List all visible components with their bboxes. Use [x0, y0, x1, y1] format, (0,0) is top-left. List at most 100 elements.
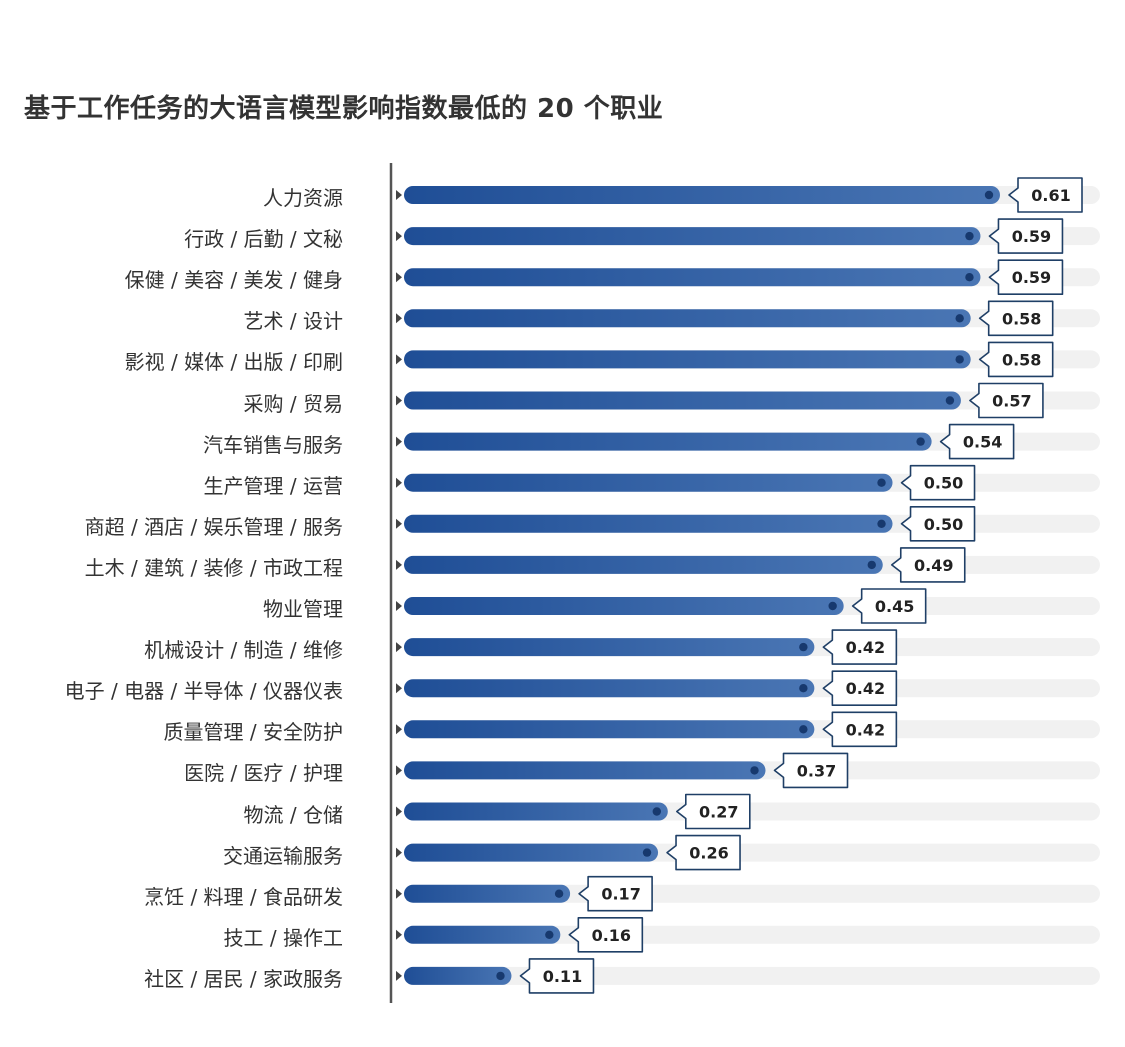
- value-label-box: [988, 259, 1064, 295]
- value-label-box: [822, 711, 898, 748]
- category-label: 医院 / 医疗 / 护理: [184, 761, 343, 786]
- category-label: 人力资源: [263, 186, 343, 210]
- category-label: 机械设计 / 制造 / 维修: [144, 638, 343, 663]
- data-bar: [404, 268, 981, 287]
- value-label-box: [939, 423, 1015, 460]
- value-label: 0.11: [543, 967, 582, 986]
- axis-tick-marker: [396, 518, 402, 529]
- value-label: 0.58: [1002, 309, 1041, 328]
- bar-end-dot: [652, 807, 662, 816]
- data-bar: [404, 350, 971, 369]
- value-label-box: [900, 506, 976, 542]
- value-label-box: [890, 547, 966, 583]
- value-label: 0.59: [1012, 268, 1051, 287]
- axis-tick-marker: [396, 888, 402, 899]
- bar-end-dot: [799, 725, 808, 734]
- value-label-box: [519, 958, 595, 994]
- category-label: 行政 / 后勤 / 文秘: [184, 227, 343, 252]
- bar-end-dot: [799, 642, 808, 652]
- bar-end-dot: [750, 766, 759, 775]
- bar-end-dot: [916, 437, 925, 446]
- category-label: 质量管理 / 安全防护: [163, 720, 343, 745]
- category-label: 汽车销售与服务: [203, 432, 343, 457]
- category-label: 物业管理: [263, 597, 343, 621]
- data-bar: [404, 309, 971, 328]
- value-label-box: [969, 382, 1044, 419]
- axis-tick-marker: [396, 559, 402, 570]
- value-label-box: [568, 917, 644, 953]
- value-label-box: [851, 588, 927, 624]
- value-label: 0.59: [1012, 227, 1051, 246]
- category-label: 影视 / 媒体 / 出版 / 印刷: [124, 350, 343, 375]
- axis-tick-marker: [396, 354, 402, 365]
- data-bar: [404, 884, 571, 903]
- value-label: 0.45: [875, 597, 914, 616]
- bar-end-dot: [877, 478, 886, 487]
- axis-tick-marker: [396, 190, 402, 200]
- data-bar: [404, 925, 561, 944]
- data-bar: [404, 555, 883, 574]
- bar-end-dot: [877, 519, 886, 528]
- data-bar: [404, 186, 1000, 204]
- category-label: 采购 / 贸易: [243, 391, 343, 416]
- data-bar: [404, 473, 893, 492]
- value-label-box: [900, 464, 976, 501]
- data-bar: [404, 679, 815, 698]
- value-label-box: [676, 793, 751, 830]
- category-label: 社区 / 居民 / 家政服务: [144, 966, 343, 991]
- axis-tick-marker: [396, 929, 402, 940]
- data-bar: [404, 638, 815, 657]
- axis-tick-marker: [396, 231, 402, 242]
- axis-tick-marker: [396, 477, 402, 488]
- value-label-box: [978, 341, 1054, 378]
- axis-tick-marker: [396, 765, 402, 776]
- value-label-box: [822, 629, 898, 665]
- value-label: 0.54: [963, 433, 1002, 452]
- bar-end-dot: [828, 601, 837, 611]
- data-bar: [404, 432, 932, 451]
- bar-end-dot: [955, 314, 964, 323]
- value-label: 0.42: [846, 720, 885, 739]
- value-label-box: [978, 300, 1054, 337]
- axis-tick-marker: [396, 313, 402, 324]
- bar-end-dot: [642, 848, 652, 857]
- axis-tick-marker: [396, 847, 402, 858]
- category-label: 电子 / 电器 / 半导体 / 仪器仪表: [64, 679, 343, 704]
- bar-track: [404, 884, 1100, 903]
- value-label: 0.49: [914, 556, 953, 575]
- data-bar: [404, 761, 766, 780]
- axis-tick-marker: [396, 395, 402, 406]
- value-label: 0.58: [1002, 350, 1041, 369]
- axis-tick-marker: [396, 724, 402, 735]
- bar-end-dot: [965, 231, 974, 241]
- value-label: 0.16: [592, 926, 631, 945]
- value-label: 0.26: [689, 844, 728, 863]
- data-bar: [404, 802, 668, 821]
- axis-tick-marker: [396, 601, 402, 611]
- category-label: 物流 / 仓储: [243, 802, 343, 827]
- bar-end-dot: [799, 684, 808, 693]
- bar-end-dot: [965, 273, 974, 282]
- category-label: 土木 / 建筑 / 装修 / 市政工程: [84, 555, 343, 580]
- value-label: 0.17: [601, 885, 640, 904]
- value-label: 0.37: [797, 761, 836, 780]
- data-bar: [404, 843, 659, 862]
- bar-end-dot: [955, 355, 964, 364]
- value-label: 0.42: [846, 638, 885, 657]
- bar-end-dot: [945, 396, 955, 405]
- axis-tick-marker: [396, 970, 402, 981]
- data-bar: [404, 720, 815, 739]
- value-label: 0.50: [924, 515, 963, 534]
- data-bar: [404, 597, 844, 615]
- bar-end-dot: [984, 190, 994, 200]
- axis-tick-marker: [396, 683, 402, 694]
- value-label: 0.57: [992, 392, 1031, 411]
- axis-tick-marker: [396, 272, 402, 283]
- axis-tick-marker: [396, 806, 402, 817]
- value-label: 0.42: [846, 679, 885, 698]
- value-label-box: [666, 834, 741, 871]
- value-label: 0.61: [1031, 186, 1070, 205]
- bar-end-dot: [545, 930, 554, 939]
- bar-end-dot: [867, 560, 876, 570]
